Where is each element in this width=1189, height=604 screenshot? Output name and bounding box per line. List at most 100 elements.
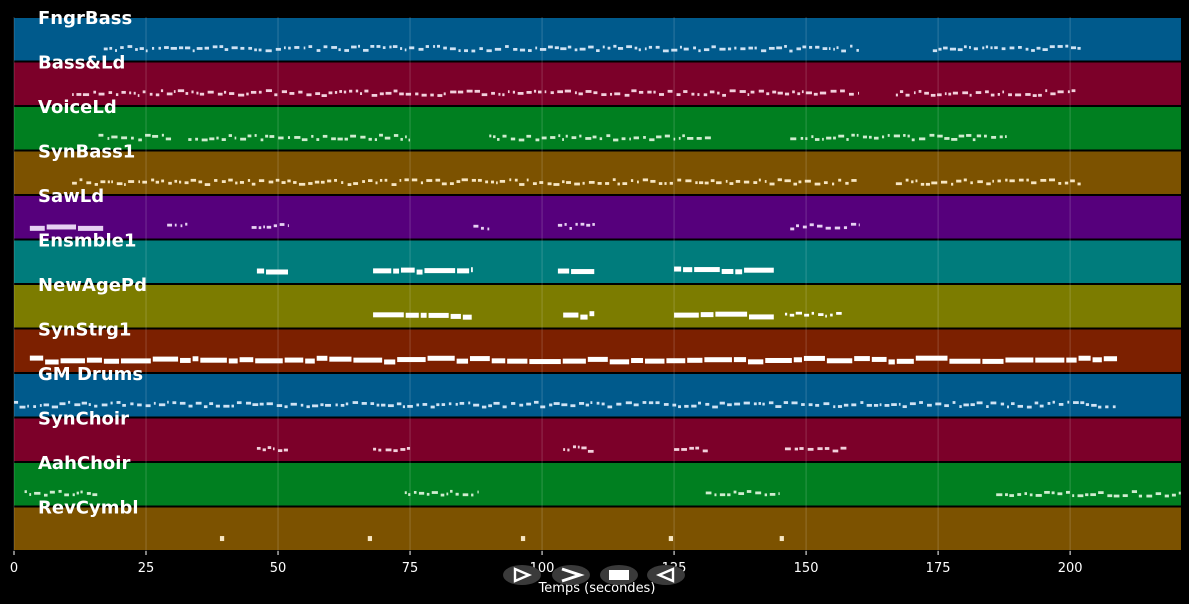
- note: [919, 401, 923, 404]
- note: [557, 268, 570, 274]
- note: [490, 180, 495, 184]
- note: [158, 403, 166, 407]
- note: [192, 356, 199, 362]
- note: [578, 92, 583, 96]
- note: [34, 491, 41, 495]
- note: [1178, 491, 1181, 495]
- note: [121, 136, 128, 140]
- note: [944, 404, 949, 408]
- note: [990, 93, 995, 97]
- note: [683, 267, 693, 273]
- note: [1065, 44, 1069, 48]
- note: [579, 402, 585, 405]
- note: [367, 536, 373, 542]
- note: [86, 492, 91, 495]
- note: [851, 179, 857, 182]
- note: [932, 49, 938, 53]
- note: [142, 180, 148, 184]
- note: [338, 48, 341, 52]
- note: [418, 47, 424, 51]
- note: [766, 92, 770, 96]
- play-button[interactable]: [503, 565, 541, 585]
- note: [101, 403, 108, 407]
- note: [951, 138, 958, 141]
- note: [580, 314, 588, 320]
- note: [1092, 357, 1102, 363]
- notes-layer: [14, 44, 1181, 542]
- note: [997, 179, 1001, 183]
- note: [215, 404, 220, 408]
- note: [393, 268, 400, 274]
- note: [1034, 401, 1039, 405]
- note: [553, 183, 560, 186]
- note: [784, 92, 790, 96]
- track-lane-bass-ld: [14, 62, 1181, 105]
- note: [672, 403, 677, 407]
- note: [251, 226, 257, 229]
- note: [204, 183, 211, 186]
- note: [1040, 178, 1047, 182]
- note: [1038, 93, 1042, 97]
- note: [192, 49, 195, 53]
- note: [258, 226, 262, 230]
- note: [1015, 93, 1022, 97]
- note: [86, 181, 92, 185]
- note: [957, 48, 963, 52]
- note: [650, 179, 656, 183]
- note: [749, 314, 774, 320]
- note: [586, 223, 591, 227]
- note: [747, 359, 764, 365]
- note: [1035, 357, 1065, 363]
- note: [327, 179, 332, 183]
- note: [184, 181, 189, 185]
- rewind-button[interactable]: [647, 565, 685, 585]
- note: [277, 449, 283, 453]
- note: [762, 402, 765, 406]
- note: [436, 44, 441, 48]
- note: [153, 401, 156, 405]
- note: [734, 402, 741, 406]
- note: [750, 90, 755, 94]
- note: [276, 404, 283, 407]
- note: [541, 136, 547, 140]
- note: [353, 182, 359, 185]
- note: [115, 93, 119, 97]
- note: [507, 358, 528, 364]
- note: [704, 357, 732, 363]
- note: [443, 92, 446, 96]
- note: [1052, 400, 1055, 404]
- note: [633, 136, 639, 140]
- note: [1071, 46, 1077, 50]
- note: [214, 179, 218, 182]
- note: [891, 403, 897, 406]
- note: [638, 90, 644, 94]
- note: [279, 223, 285, 226]
- note: [443, 46, 447, 50]
- note: [345, 402, 349, 406]
- note: [351, 45, 357, 49]
- note: [764, 493, 768, 497]
- note: [305, 358, 315, 364]
- note: [283, 448, 288, 452]
- note: [224, 48, 229, 51]
- track-lane-gm-drums: [14, 374, 1181, 417]
- note: [1085, 403, 1090, 406]
- note: [617, 47, 624, 50]
- note: [738, 492, 745, 495]
- note: [888, 359, 895, 365]
- track-label: Ensmble1: [38, 231, 136, 252]
- note: [673, 137, 676, 141]
- note: [970, 403, 975, 407]
- note: [39, 404, 42, 407]
- note: [174, 223, 177, 227]
- fast-forward-button[interactable]: [552, 565, 590, 585]
- note: [655, 401, 660, 405]
- note: [76, 93, 82, 96]
- note: [671, 48, 678, 52]
- note: [1077, 46, 1081, 50]
- stop-button[interactable]: [600, 565, 638, 585]
- note: [86, 357, 102, 363]
- note: [1031, 49, 1035, 52]
- note: [294, 136, 301, 139]
- note: [185, 222, 188, 226]
